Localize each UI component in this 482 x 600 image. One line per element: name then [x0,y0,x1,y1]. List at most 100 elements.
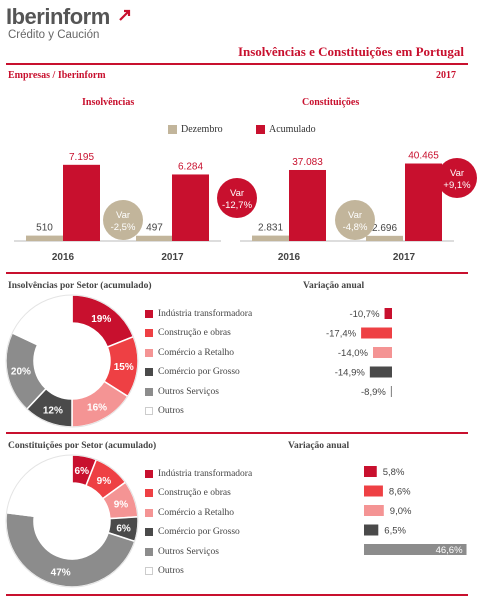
slice-label: 19% [91,314,111,325]
data-label: 497 [146,223,163,234]
divider [6,594,468,596]
section-title-variacao-1: Variação anual [303,281,365,291]
data-label: 7.195 [69,152,94,163]
chart-title-constituicoes: Constituições [302,97,360,108]
variation-label: -10,7% [349,309,380,320]
variation-bubble [217,178,257,218]
donut-chart-insolvencias: 19% 15% 16% 12% 20% [5,294,139,428]
section-title-constituicoes-setor: Constituições por Setor (acumulado) [8,441,157,451]
slice-label: 47% [51,568,71,579]
legend-swatch [145,309,153,318]
variation-label: -14,0% [338,348,369,359]
legend-swatch [145,387,153,396]
sector-label: Construção e obras [158,328,231,339]
sector-label: Indústria transformadora [158,468,253,479]
x-tick-label: 2016 [52,252,75,263]
slice-label: 6% [75,466,90,477]
sector-legend-item: Comércio por Grosso [145,363,252,383]
variation-bar [364,544,467,555]
legend-swatch [145,348,153,357]
variation-bubble [437,158,477,198]
sector-legend-item: Indústria transformadora [145,464,252,484]
variation-bubble-value: +9,1% [443,180,471,191]
variation-bar [369,366,392,378]
variation-bar [364,485,383,497]
legend-swatch-acumulado [256,125,265,134]
bar-dezembro-2017 [366,235,403,241]
chart-title-insolvencias: Insolvências [82,97,135,108]
slice-label: 9% [114,499,129,510]
data-label: 2.696 [372,223,397,234]
slice-label: 20% [11,367,31,378]
variation-label: 5,8% [383,467,405,478]
x-tick-label: 2017 [393,252,416,263]
variation-bubble-label: Var [230,188,244,199]
sector-legend-item: Comércio por Grosso [145,523,252,543]
variation-label: -8,9% [361,387,386,398]
sector-label: Comércio a Retalho [158,347,234,358]
divider [6,432,468,434]
legend-swatch-dezembro [168,125,177,134]
report-year: 2017 [436,70,456,81]
sector-label: Outros Serviços [158,546,219,557]
legend-swatch [145,407,153,416]
sector-legend-item: Indústria transformadora [145,304,252,324]
bar-dezembro-2016 [252,235,289,241]
data-label: 2.831 [258,223,283,234]
variation-bubble-value: -4,8% [343,222,368,233]
variation-bar [390,386,392,397]
variation-label: 8,6% [389,487,411,498]
variation-label: 6,5% [384,526,406,537]
report-title: Insolvências e Constituições em Portugal [237,44,464,59]
bar-charts-top: 5107.19520164976.2842017Var-2,5%Var-12,7… [14,151,477,263]
report-subtitle: Empresas / Iberinform [8,70,106,81]
data-label: 40.465 [408,151,439,162]
legend-swatch [145,508,153,517]
bar-acumulado-2017 [172,174,209,241]
bar-dezembro-2016 [26,235,63,241]
variation-label: 46,6% [436,545,463,556]
sector-label: Comércio por Grosso [158,367,240,378]
slice-label: 15% [114,362,134,373]
donut-outline [5,454,139,588]
data-label: 37.083 [292,157,323,168]
x-tick-label: 2016 [278,252,301,263]
sector-legend-item: Outros [145,402,252,422]
divider [6,272,468,274]
sector-label: Outros [158,406,184,417]
variation-chart-insolvencias: -10,7% -17,4% -14,0% -14,9% -8,9% [326,308,392,398]
legend-swatch [145,547,153,556]
sector-legend-item: Comércio a Retalho [145,503,252,523]
sector-legend-item: Construção e obras [145,484,252,504]
variation-bar [364,466,377,477]
bar-acumulado-2016 [289,169,326,241]
variation-bar [364,524,379,536]
variation-bubble [103,200,143,240]
logo-mark-icon [119,9,131,21]
sector-legend-item: Outros Serviços [145,542,252,562]
sector-label: Outros Serviços [158,386,219,397]
legend-swatch [145,567,153,576]
variation-bar [373,347,392,358]
sector-legend-insolvencias: Indústria transformadora Construção e obr… [145,304,252,421]
legend-swatch [145,469,153,478]
variation-bar [361,327,392,339]
sector-legend-item: Outros Serviços [145,382,252,402]
legend-swatch [145,368,153,377]
variation-label: -14,9% [335,368,366,379]
divider [6,63,468,65]
variation-chart-constituicoes: 5,8% 8,6% 9,0% 6,5% 46,6% [364,466,467,556]
logo-subtitle: Crédito y Caución [8,29,100,41]
bar-acumulado-2017 [405,163,442,241]
variation-bubble-label: Var [348,210,362,221]
slice-label: 16% [87,403,107,414]
slice-label: 6% [116,524,131,535]
sector-legend-item: Construção e obras [145,324,252,344]
data-label: 510 [36,223,53,234]
variation-bar [364,505,384,516]
logo-name: Iberinform [6,4,110,29]
x-tick-label: 2017 [161,252,184,263]
legend-acumulado: Acumulado [256,124,316,135]
sector-legend-constituicoes: Indústria transformadora Construção e obr… [145,464,252,581]
section-title-insolvencias-setor: Insolvências por Setor (acumulado) [8,281,152,291]
